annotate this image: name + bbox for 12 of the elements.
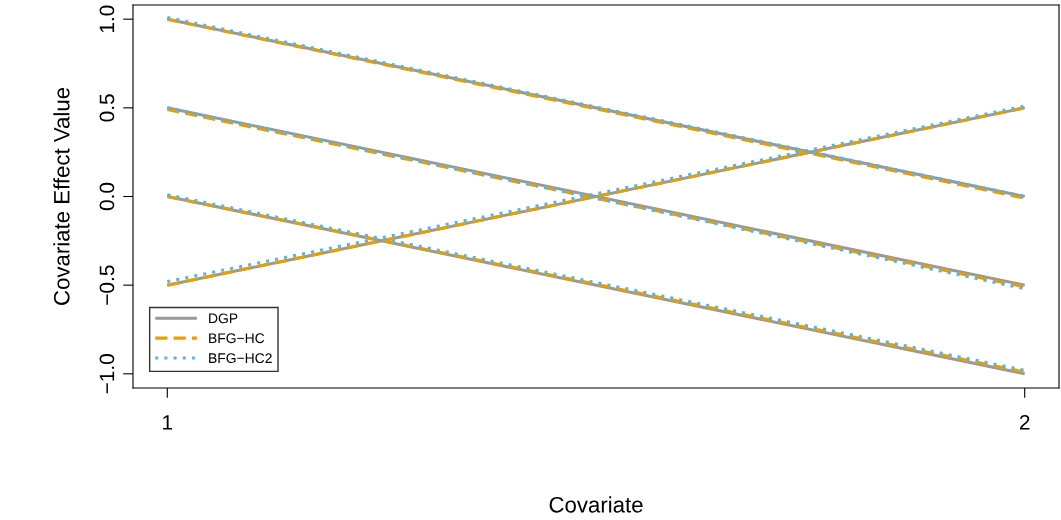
y-tick-label: −0.5 bbox=[99, 265, 115, 305]
x-axis-title: Covariate bbox=[549, 496, 643, 513]
y-axis-title: Covariate Effect Value bbox=[53, 87, 70, 305]
y-tick-label: 0.0 bbox=[99, 182, 115, 211]
y-tick-label: 1.0 bbox=[99, 5, 115, 33]
legend-label: BFG−HC2 bbox=[209, 353, 272, 364]
x-tick-label: 1 bbox=[163, 415, 173, 430]
y-tick-label: 0.5 bbox=[99, 94, 115, 122]
y-tick-label: −1.0 bbox=[99, 354, 115, 394]
legend-label: DGP bbox=[209, 313, 238, 324]
x-tick-label: 2 bbox=[1019, 414, 1030, 430]
legend-label: BFG−HC bbox=[209, 333, 265, 344]
